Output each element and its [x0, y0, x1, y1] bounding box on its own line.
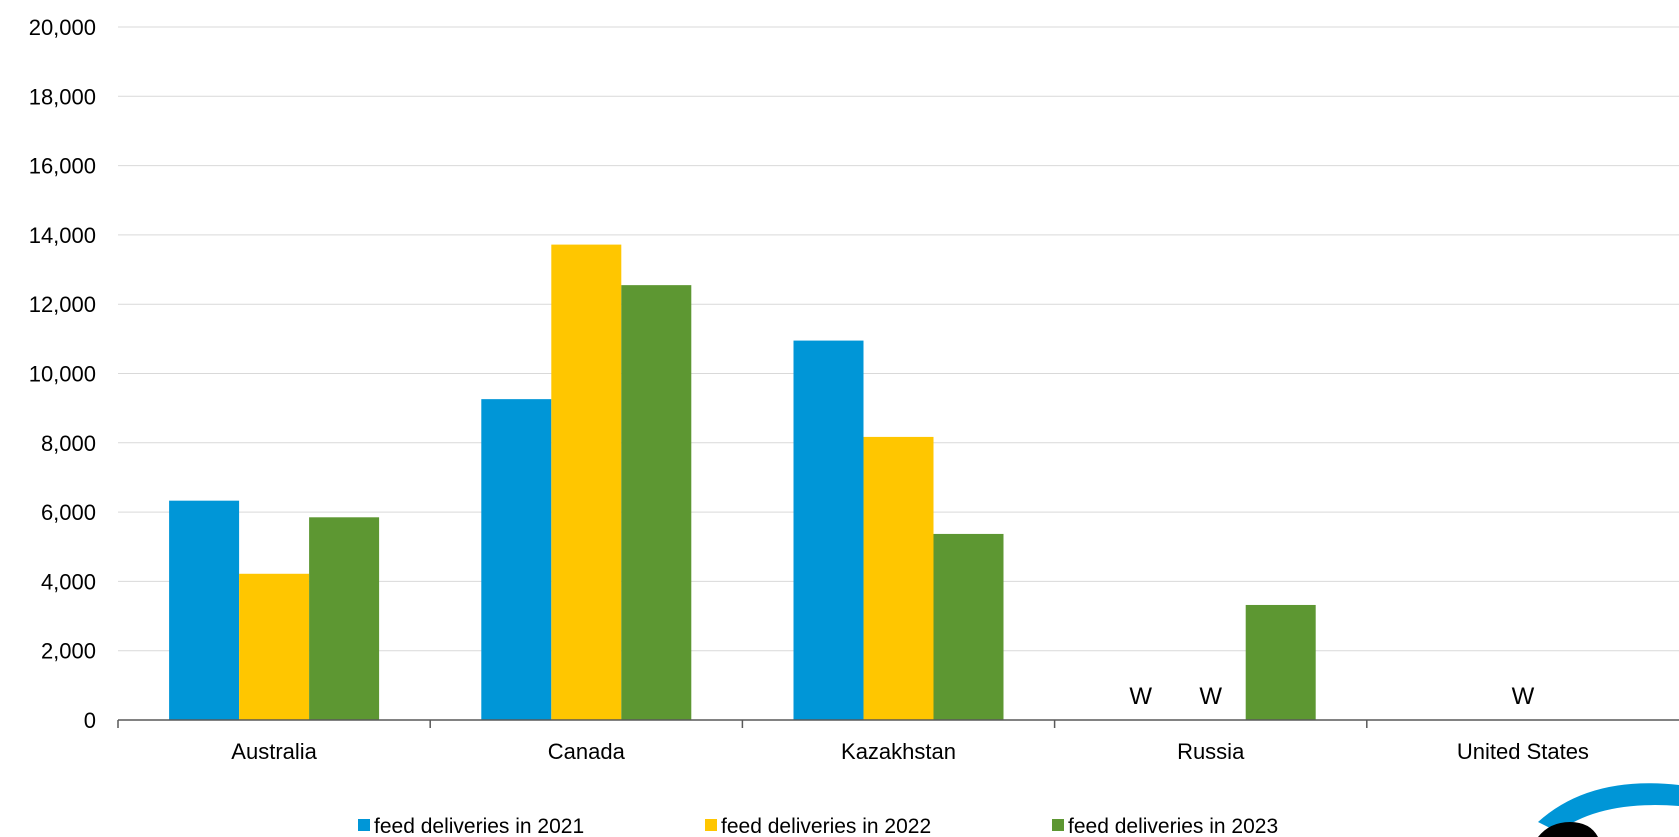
bar: [169, 500, 240, 720]
y-tick-label: 20,000: [29, 15, 96, 40]
bar: [481, 399, 552, 720]
y-tick-label: 10,000: [29, 362, 96, 387]
x-tick-label: Australia: [231, 739, 317, 764]
x-tick-label: Canada: [548, 739, 626, 764]
eia-logo-letters: [1538, 822, 1598, 837]
legend-swatch: [705, 819, 717, 831]
bar: [933, 533, 1004, 720]
y-tick-label: 2,000: [41, 639, 96, 664]
legend-label: feed deliveries in 2022: [721, 815, 931, 837]
eia-logo-swoosh: [1538, 783, 1679, 832]
legend-label: feed deliveries in 2023: [1068, 815, 1278, 837]
y-axis-ticks: 0 2,000 4,000 6,000 8,000 10,000 12,000 14,000 1…: [29, 15, 96, 733]
legend: feed deliveries in 2021 feed deliveries i…: [358, 815, 1278, 837]
bar-data-label: W: [1199, 683, 1222, 710]
eia-logo: [1538, 783, 1679, 837]
x-axis: [117, 719, 1679, 728]
y-tick-label: 8,000: [41, 431, 96, 456]
bar: [239, 573, 310, 720]
y-tick-label: 6,000: [41, 500, 96, 525]
x-axis-ticks: Australia Canada Kazakhstan Russia United St…: [231, 739, 1589, 764]
legend-swatch: [1052, 819, 1064, 831]
y-tick-label: 14,000: [29, 223, 96, 248]
y-tick-label: 4,000: [41, 569, 96, 594]
bar: [863, 436, 934, 720]
bar: [551, 244, 622, 721]
bars: [169, 244, 1316, 721]
x-tick-label: Russia: [1177, 739, 1245, 764]
bar-data-label: W: [1512, 683, 1535, 710]
y-tick-label: 12,000: [29, 292, 96, 317]
legend-swatch: [358, 819, 370, 831]
y-tick-label: 16,000: [29, 154, 96, 179]
y-tick-label: 0: [84, 708, 96, 733]
legend-label: feed deliveries in 2021: [374, 815, 584, 837]
x-tick-label: Kazakhstan: [841, 739, 956, 764]
bar-data-label: W: [1129, 683, 1152, 710]
x-tick-label: United States: [1457, 739, 1589, 764]
bar: [309, 517, 380, 720]
y-tick-label: 18,000: [29, 84, 96, 109]
bar: [621, 285, 692, 720]
bar: [1245, 604, 1316, 720]
bar: [793, 340, 864, 720]
